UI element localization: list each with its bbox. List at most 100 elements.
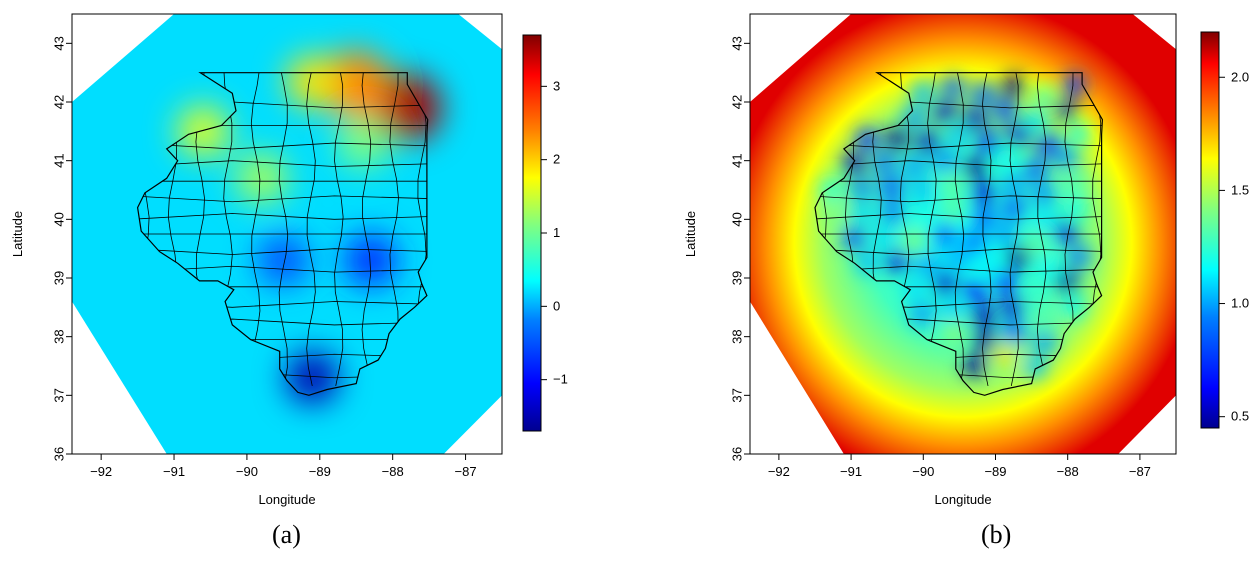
field-patch (1055, 270, 1078, 293)
x-tick-label: −92 (768, 464, 790, 479)
y-tick-label: 37 (51, 388, 66, 402)
y-axis-a: 36 37 38 39 40 41 42 43 (51, 36, 72, 461)
panel-a: −92 −91 −90 −89 −88 −87 36 37 38 39 40 41 42 43 Long… (0, 0, 628, 575)
field-patch (1054, 221, 1077, 244)
x-axis-a: −92 −91 −90 −89 −88 −87 (90, 454, 477, 479)
hotspot (286, 351, 339, 404)
field-patch (994, 345, 1017, 368)
colorbar-tick-label: 2 (553, 152, 560, 167)
colorbar-tick-label: 2.0 (1231, 69, 1249, 84)
field-patch (934, 273, 957, 296)
field-patch (941, 297, 964, 320)
field-patch (1032, 306, 1055, 329)
heatmap-b-svg: −92 −91 −90 −89 −88 −87 36 37 38 39 40 41 42 43 Long… (683, 13, 1249, 507)
y-tick-label: 38 (729, 329, 744, 343)
field-patch (933, 223, 956, 246)
field-patch (1062, 172, 1085, 195)
field-patch (964, 108, 987, 131)
y-tick-label: 42 (729, 95, 744, 109)
field-patch (1033, 84, 1056, 107)
field-patch (964, 280, 987, 303)
y-tick-label: 39 (51, 271, 66, 285)
field-patch (916, 130, 939, 153)
field-patch (963, 231, 986, 254)
field-patch (1068, 122, 1091, 145)
field-patch (904, 278, 927, 301)
field-patch (941, 174, 964, 197)
y-tick-label: 39 (729, 271, 744, 285)
hotspot (322, 50, 391, 119)
field-patch (1055, 147, 1078, 170)
y-tick-label: 42 (51, 95, 66, 109)
field-patch (994, 148, 1017, 171)
field-patch (1002, 74, 1025, 97)
colorbar-a (522, 34, 542, 432)
y-tick-label: 40 (729, 212, 744, 226)
x-axis-label-a: Longitude (258, 492, 315, 507)
field-patch (973, 329, 996, 352)
field-patch (1063, 73, 1086, 96)
hotspot (177, 105, 230, 158)
hotspot (257, 234, 310, 287)
colorbar-tick-label: 1 (553, 225, 560, 240)
x-tick-label: −91 (840, 464, 862, 479)
hotspot (373, 73, 442, 142)
field-patch (855, 251, 878, 274)
x-tick-label: −87 (455, 464, 477, 479)
y-tick-label: 36 (729, 447, 744, 461)
colorbar-tick-label: 3 (553, 78, 560, 93)
colorbar-tick-label: 1.0 (1231, 296, 1249, 311)
field-patch (1024, 232, 1047, 255)
field-patch (1007, 123, 1030, 146)
heatmap-a-svg: −92 −91 −90 −89 −88 −87 36 37 38 39 40 41 42 43 Long… (10, 13, 568, 507)
field-patch (933, 100, 956, 123)
x-axis-b: −92 −91 −90 −89 −88 −87 (768, 454, 1151, 479)
x-axis-label-b: Longitude (934, 492, 991, 507)
field-patch (1001, 296, 1024, 319)
x-tick-label: −88 (1057, 464, 1079, 479)
field-patch (994, 271, 1017, 294)
field-patch (850, 177, 873, 200)
x-tick-label: −89 (309, 464, 331, 479)
hotspot (344, 234, 397, 287)
field-patch (1068, 245, 1091, 268)
y-axis-label-b: Latitude (683, 211, 698, 257)
colorbar-tick-label: 0 (553, 298, 560, 313)
field-patch (946, 248, 969, 271)
x-tick-label: −91 (163, 464, 185, 479)
field-patch (994, 98, 1017, 121)
field-patch (821, 203, 844, 226)
field-patch (963, 354, 986, 377)
field-patch (942, 75, 965, 98)
field-patch (1032, 183, 1055, 206)
field-patch (903, 155, 926, 178)
y-tick-label: 36 (51, 447, 66, 461)
field-patch (872, 226, 895, 249)
field-patch (911, 180, 934, 203)
field-patch (946, 125, 969, 148)
caption-a: (a) (272, 520, 301, 549)
field-patch (971, 182, 994, 205)
field-patch (1003, 197, 1026, 220)
plot-frame-b (749, 13, 1177, 455)
panel-b: −92 −91 −90 −89 −88 −87 36 37 38 39 40 41 42 43 Long… (676, 0, 1259, 575)
field-patch (934, 149, 957, 172)
field-patch (1002, 172, 1025, 195)
y-tick-label: 41 (729, 153, 744, 167)
field-patch (903, 106, 926, 129)
field-patch (942, 199, 965, 222)
colorbar-tick-label: 1.5 (1231, 182, 1249, 197)
state-outline-b (814, 72, 1104, 396)
hotspot (235, 152, 288, 205)
field-patch (855, 128, 878, 151)
colorbar-tick-label: 0.5 (1231, 409, 1249, 424)
field-patch (1037, 134, 1060, 157)
colorbar-tick-label: −1 (553, 372, 568, 387)
field-patch (1063, 196, 1086, 219)
field-patch (1024, 109, 1047, 132)
field-patch (1062, 295, 1085, 318)
hotspots-a (177, 50, 442, 404)
field-patch (994, 222, 1017, 245)
x-tick-label: −87 (1129, 464, 1151, 479)
plot-frame-a (71, 13, 503, 455)
